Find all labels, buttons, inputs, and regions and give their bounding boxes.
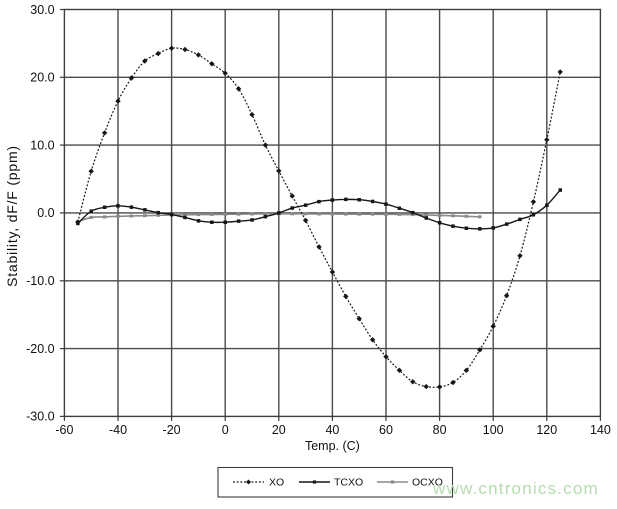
svg-text:-10.0: -10.0 <box>26 274 55 288</box>
svg-text:10.0: 10.0 <box>30 138 54 152</box>
svg-text:OCXO: OCXO <box>412 477 443 489</box>
svg-text:TCXO: TCXO <box>334 477 363 489</box>
svg-text:-30.0: -30.0 <box>26 410 55 424</box>
svg-text:Stability, dF/F (ppm): Stability, dF/F (ppm) <box>4 145 20 287</box>
svg-text:120: 120 <box>536 423 557 437</box>
svg-text:60: 60 <box>379 423 393 437</box>
svg-text:0.0: 0.0 <box>37 206 54 220</box>
svg-text:100: 100 <box>483 423 504 437</box>
svg-text:20: 20 <box>272 423 286 437</box>
svg-text:-20.0: -20.0 <box>26 342 55 356</box>
svg-text:-20: -20 <box>163 423 181 437</box>
svg-text:Temp. (C): Temp. (C) <box>305 439 360 453</box>
svg-text:140: 140 <box>590 423 611 437</box>
svg-text:30.0: 30.0 <box>30 3 54 17</box>
svg-text:-40: -40 <box>109 423 127 437</box>
svg-text:80: 80 <box>433 423 447 437</box>
svg-text:20.0: 20.0 <box>30 71 54 85</box>
svg-text:40: 40 <box>325 423 339 437</box>
svg-text:www.cntronics.com: www.cntronics.com <box>432 479 599 498</box>
svg-text:-60: -60 <box>55 423 73 437</box>
svg-text:XO: XO <box>269 477 284 489</box>
svg-text:0: 0 <box>222 423 229 437</box>
